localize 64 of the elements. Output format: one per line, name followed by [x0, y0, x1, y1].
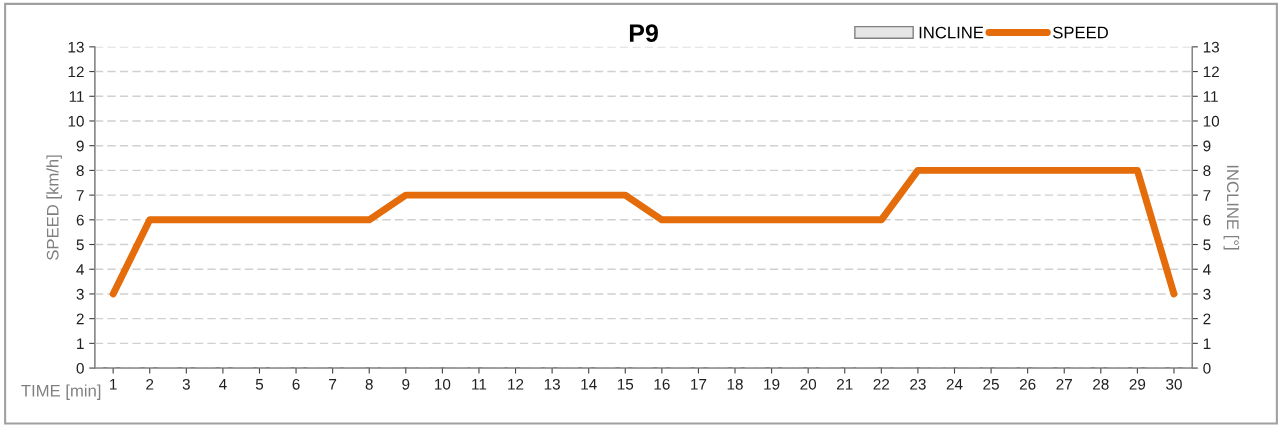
y2-tick-label: 12 — [1203, 66, 1219, 78]
y-axis-title: SPEED [km/h] — [46, 155, 62, 260]
x-tick-label: 29 — [1129, 378, 1146, 390]
x-tick-label: 25 — [983, 378, 999, 390]
x-tick-label: 26 — [1019, 378, 1036, 390]
x-tick-label: 5 — [255, 379, 264, 390]
x-tick-label: 16 — [654, 378, 670, 390]
y-tick-label: 3 — [76, 288, 84, 300]
y-tick-label: 6 — [76, 214, 84, 226]
x-tick-label: 13 — [544, 378, 560, 390]
legend-label: INCLINE — [919, 26, 984, 39]
x-tick-label: 21 — [837, 378, 853, 390]
x-tick-label: 22 — [873, 378, 890, 390]
x-tick-label: 10 — [435, 378, 451, 390]
x-tick-label: 14 — [581, 379, 597, 390]
y-tick-label: 11 — [69, 91, 84, 102]
y-tick-label: 0 — [76, 362, 84, 374]
x-tick-label: 27 — [1056, 378, 1072, 390]
x-tick-label: 2 — [146, 378, 154, 390]
y-tick-label: 2 — [76, 313, 84, 325]
y2-tick-label: 3 — [1203, 288, 1211, 300]
x-tick-label: 11 — [472, 379, 487, 390]
x-tick-label: 18 — [727, 378, 743, 390]
chart-title: P9 — [629, 24, 658, 42]
x-tick-label: 30 — [1166, 378, 1182, 390]
y2-tick-label: 6 — [1203, 214, 1211, 226]
x-tick-label: 28 — [1093, 378, 1109, 390]
y2-tick-label: 10 — [1203, 115, 1220, 127]
x-tick-label: 19 — [764, 378, 780, 390]
y2-tick-label: 0 — [1203, 362, 1211, 374]
x-tick-label: 4 — [219, 379, 227, 390]
x-tick-label: 3 — [182, 378, 190, 390]
y2-tick-label: 8 — [1203, 165, 1211, 177]
y2-tick-label: 5 — [1203, 239, 1211, 251]
y-tick-label: 4 — [76, 264, 84, 275]
x-tick-label: 23 — [910, 378, 926, 390]
x-tick-label: 12 — [508, 378, 524, 390]
legend-label: SPEED — [1053, 26, 1108, 39]
y2-tick-label: 13 — [1203, 41, 1219, 53]
y2-tick-label: 9 — [1203, 140, 1211, 152]
y-tick-label: 10 — [68, 115, 84, 127]
x-tick-label: 9 — [402, 378, 410, 390]
y2-tick-label: 4 — [1203, 264, 1211, 275]
x-tick-label: 1 — [110, 379, 117, 390]
x-tick-label: 24 — [946, 378, 963, 390]
x-tick-label: 6 — [292, 378, 300, 390]
y2-tick-label: 7 — [1203, 190, 1211, 201]
y-tick-label: 1 — [77, 338, 84, 349]
x-axis-title: TIME [min] — [21, 384, 101, 400]
x-tick-label: 17 — [691, 379, 707, 390]
y2-axis-title: INCLINE [°] — [1223, 165, 1240, 250]
y-tick-label: 5 — [76, 239, 84, 251]
x-tick-label: 8 — [365, 378, 373, 390]
x-tick-label: 7 — [329, 379, 337, 390]
y-tick-label: 8 — [76, 165, 84, 177]
y2-tick-label: 11 — [1203, 91, 1218, 102]
x-tick-label: 20 — [800, 378, 817, 390]
y2-tick-label: 1 — [1203, 338, 1211, 349]
y2-tick-label: 2 — [1203, 313, 1211, 325]
y-tick-label: 9 — [76, 140, 84, 152]
y-tick-label: 13 — [68, 41, 84, 53]
x-tick-label: 15 — [617, 379, 634, 390]
y-tick-label: 7 — [76, 190, 84, 201]
y-tick-label: 12 — [68, 66, 84, 78]
